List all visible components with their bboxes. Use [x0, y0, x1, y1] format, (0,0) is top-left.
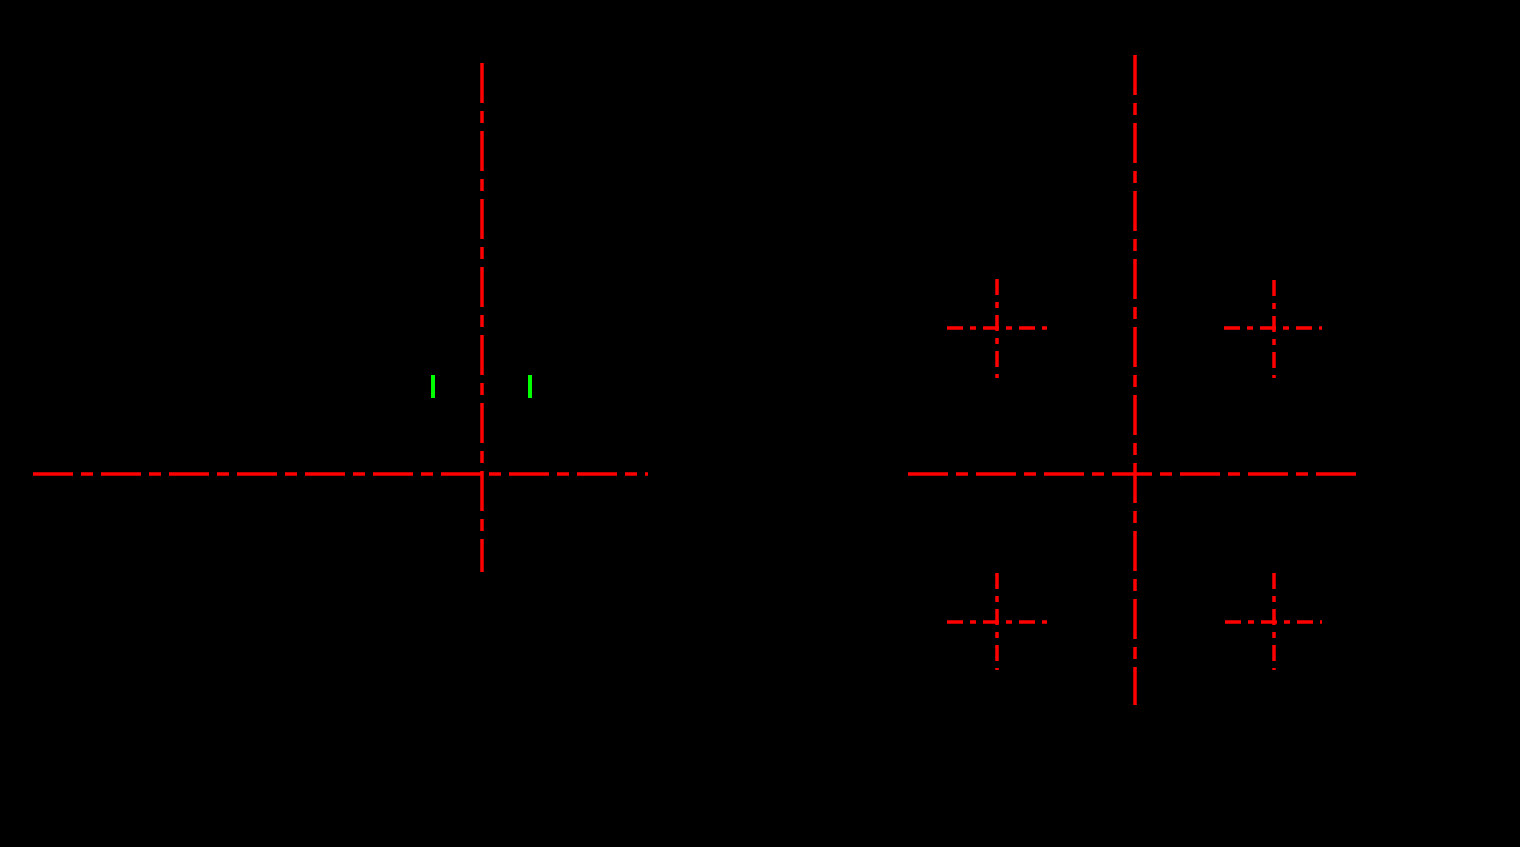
technical-drawing-centerlines	[33, 55, 1364, 705]
cad-drawing-viewport[interactable]	[0, 0, 1520, 847]
